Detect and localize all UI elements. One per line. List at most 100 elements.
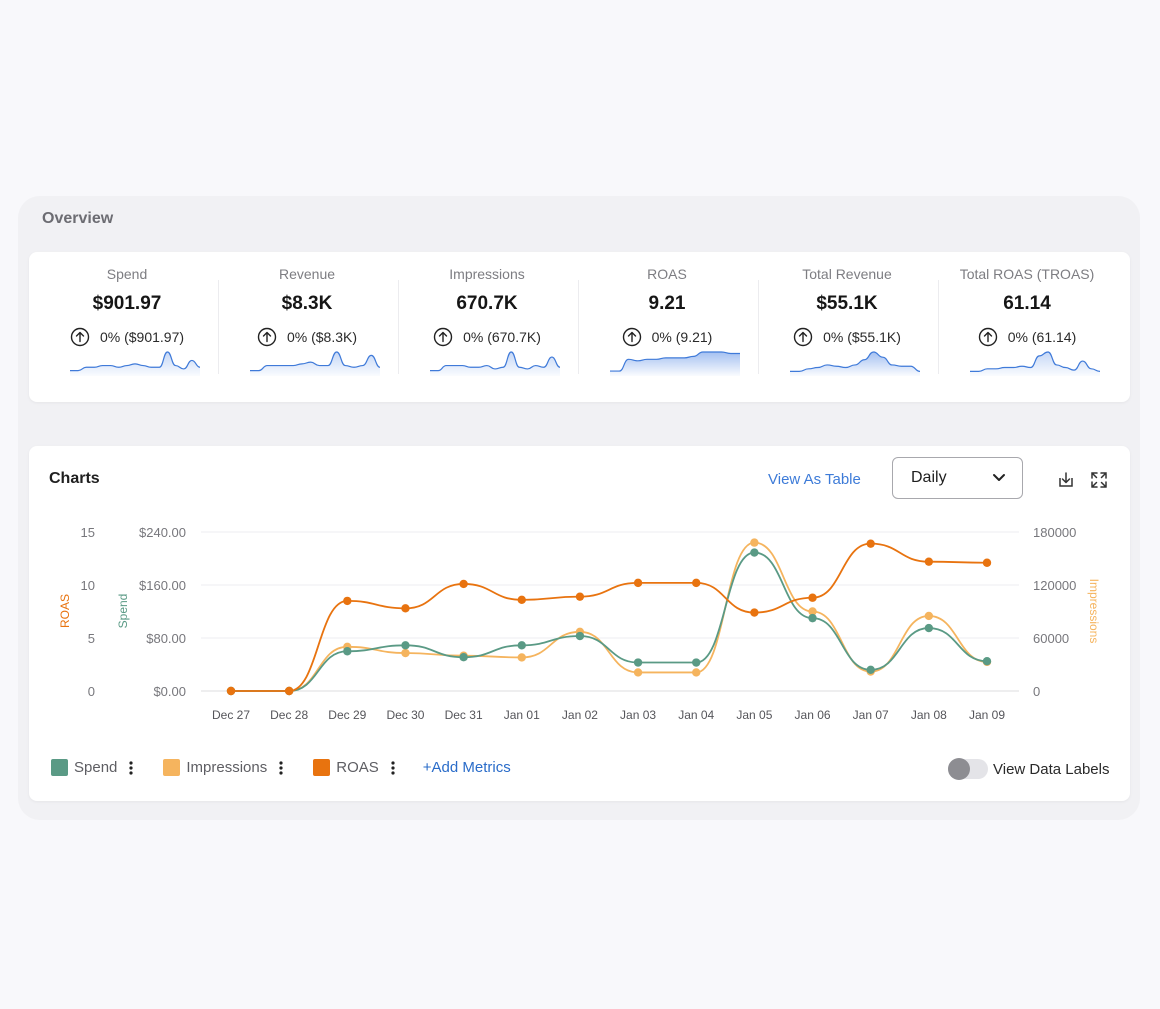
kpi-value: 9.21 bbox=[648, 293, 686, 314]
line-chart: 15 10 5 0 $240.00 $160.00 $80.00 $0.00 180000 120… bbox=[58, 525, 1101, 722]
expand-icon[interactable] bbox=[1089, 470, 1109, 490]
spend-tick-label: $240.00 bbox=[139, 525, 186, 540]
roas-tick-label: 5 bbox=[88, 631, 95, 646]
kpi-revenue: Revenue $8.3K 0% ($8.3K) bbox=[217, 252, 397, 402]
impressions-point bbox=[808, 607, 817, 616]
kpi-change-text: 0% (670.7K) bbox=[463, 329, 541, 345]
kpi-value: 61.14 bbox=[1003, 293, 1051, 314]
spend-point bbox=[750, 548, 759, 557]
roas-point bbox=[692, 578, 701, 588]
arrow-up-circle-icon bbox=[978, 327, 997, 347]
spend-point bbox=[401, 641, 410, 650]
arrow-up-circle-icon bbox=[793, 327, 813, 347]
spend-point bbox=[808, 613, 817, 623]
kpi-divider bbox=[938, 280, 939, 374]
roas-point bbox=[284, 686, 294, 696]
kpi-divider bbox=[578, 280, 579, 374]
arrow-up-circle-icon bbox=[70, 327, 90, 347]
legend-label: Impressions bbox=[186, 759, 268, 776]
period-select[interactable]: Daily bbox=[892, 457, 1023, 499]
kpi-total-roas-troas: Total ROAS (TROAS) 61.14 0% (61.14) bbox=[937, 252, 1117, 402]
roas-axis-title: ROAS bbox=[58, 594, 72, 628]
impressions-axis-title: Impressions bbox=[1087, 579, 1101, 644]
roas-point bbox=[866, 539, 875, 548]
roas-point bbox=[982, 558, 992, 567]
x-tick-label: Jan 01 bbox=[504, 708, 540, 722]
x-tick-label: Jan 03 bbox=[620, 708, 656, 722]
x-tick-label: Jan 05 bbox=[736, 708, 772, 722]
x-tick-label: Jan 08 bbox=[911, 708, 947, 722]
impressions-point bbox=[517, 653, 526, 662]
kpi-divider bbox=[398, 280, 399, 374]
kpi-value: $55.1K bbox=[816, 293, 878, 314]
x-tick-label: Dec 27 bbox=[212, 708, 250, 722]
arrow-up-circle-icon bbox=[257, 327, 277, 347]
spend-point bbox=[459, 653, 468, 662]
spend-point bbox=[924, 623, 934, 633]
legend-item-spend[interactable]: Spend bbox=[51, 759, 133, 776]
kpi-change-text: 0% ($55.1K) bbox=[823, 329, 901, 345]
kpi-change: 0% ($901.97) bbox=[37, 327, 217, 347]
overview-title: Overview bbox=[42, 210, 114, 227]
charts-title: Charts bbox=[49, 470, 100, 487]
impressions-point bbox=[401, 648, 410, 658]
kpi-label: Total Revenue bbox=[802, 266, 892, 282]
roas-tick-label: 15 bbox=[81, 525, 95, 540]
charts-card: Charts View As Table Daily 15 10 5 0 $240.00… bbox=[29, 446, 1130, 801]
roas-point bbox=[226, 686, 236, 696]
kebab-menu-icon[interactable] bbox=[279, 760, 283, 775]
x-tick-label: Jan 07 bbox=[853, 708, 889, 722]
chart-legend: Spend Impressions ROAS +Add Metrics bbox=[51, 759, 511, 776]
kpi-value: $8.3K bbox=[281, 293, 333, 314]
toggle-knob bbox=[948, 758, 970, 780]
legend-label: Spend bbox=[74, 759, 118, 776]
roas-point bbox=[633, 578, 643, 588]
x-tick-label: Jan 02 bbox=[562, 708, 598, 722]
kpi-card: Spend $901.97 0% ($901.97) Revenue $8.3K 0% (… bbox=[29, 252, 1130, 402]
sparkline bbox=[610, 351, 740, 376]
kpi-value: 670.7K bbox=[456, 293, 518, 314]
roas-point bbox=[808, 593, 817, 602]
x-tick-label: Dec 31 bbox=[445, 708, 483, 722]
spend-tick-label: $160.00 bbox=[139, 578, 186, 593]
impressions-tick-label: 0 bbox=[1033, 684, 1040, 699]
impressions-tick-label: 120000 bbox=[1033, 578, 1076, 593]
chevron-down-icon bbox=[993, 474, 1005, 481]
x-tick-label: Jan 06 bbox=[795, 708, 831, 722]
kpi-divider bbox=[218, 280, 219, 374]
spend-point bbox=[633, 658, 643, 667]
sparkline bbox=[430, 351, 560, 376]
toggle-switch[interactable] bbox=[948, 758, 988, 780]
kebab-menu-icon[interactable] bbox=[129, 760, 133, 775]
view-as-table-link[interactable]: View As Table bbox=[768, 471, 861, 488]
sparkline bbox=[970, 351, 1100, 376]
x-tick-label: Dec 30 bbox=[386, 708, 424, 722]
legend-item-impressions[interactable]: Impressions bbox=[163, 759, 283, 776]
add-metrics-link[interactable]: +Add Metrics bbox=[422, 759, 511, 776]
impressions-tick-label: 180000 bbox=[1033, 525, 1076, 540]
roas-point bbox=[924, 557, 934, 566]
kpi-label: Impressions bbox=[449, 266, 525, 282]
roas-point bbox=[517, 595, 526, 605]
roas-tick-label: 10 bbox=[81, 578, 95, 593]
kpi-label: Total ROAS (TROAS) bbox=[959, 266, 1095, 282]
view-data-labels-toggle[interactable]: View Data Labels bbox=[948, 758, 1109, 780]
legend-item-roas[interactable]: ROAS bbox=[313, 759, 395, 776]
spend-point bbox=[866, 665, 875, 674]
spend-point bbox=[692, 658, 701, 667]
download-icon[interactable] bbox=[1056, 470, 1076, 490]
sparkline bbox=[250, 351, 380, 376]
x-tick-label: Dec 29 bbox=[328, 708, 366, 722]
kebab-menu-icon[interactable] bbox=[391, 760, 395, 775]
kpi-roas: ROAS 9.21 0% (9.21) bbox=[577, 252, 757, 402]
arrow-up-circle-icon bbox=[433, 327, 453, 347]
roas-point bbox=[750, 608, 759, 617]
kpi-impressions: Impressions 670.7K 0% (670.7K) bbox=[397, 252, 577, 402]
kpi-change-text: 0% (9.21) bbox=[651, 329, 713, 345]
roas-point bbox=[343, 596, 352, 606]
impressions-point bbox=[924, 611, 934, 621]
kpi-divider bbox=[758, 280, 759, 374]
kpi-change: 0% (9.21) bbox=[577, 327, 757, 347]
kpi-total-revenue: Total Revenue $55.1K 0% ($55.1K) bbox=[757, 252, 937, 402]
impressions-point bbox=[750, 538, 759, 547]
